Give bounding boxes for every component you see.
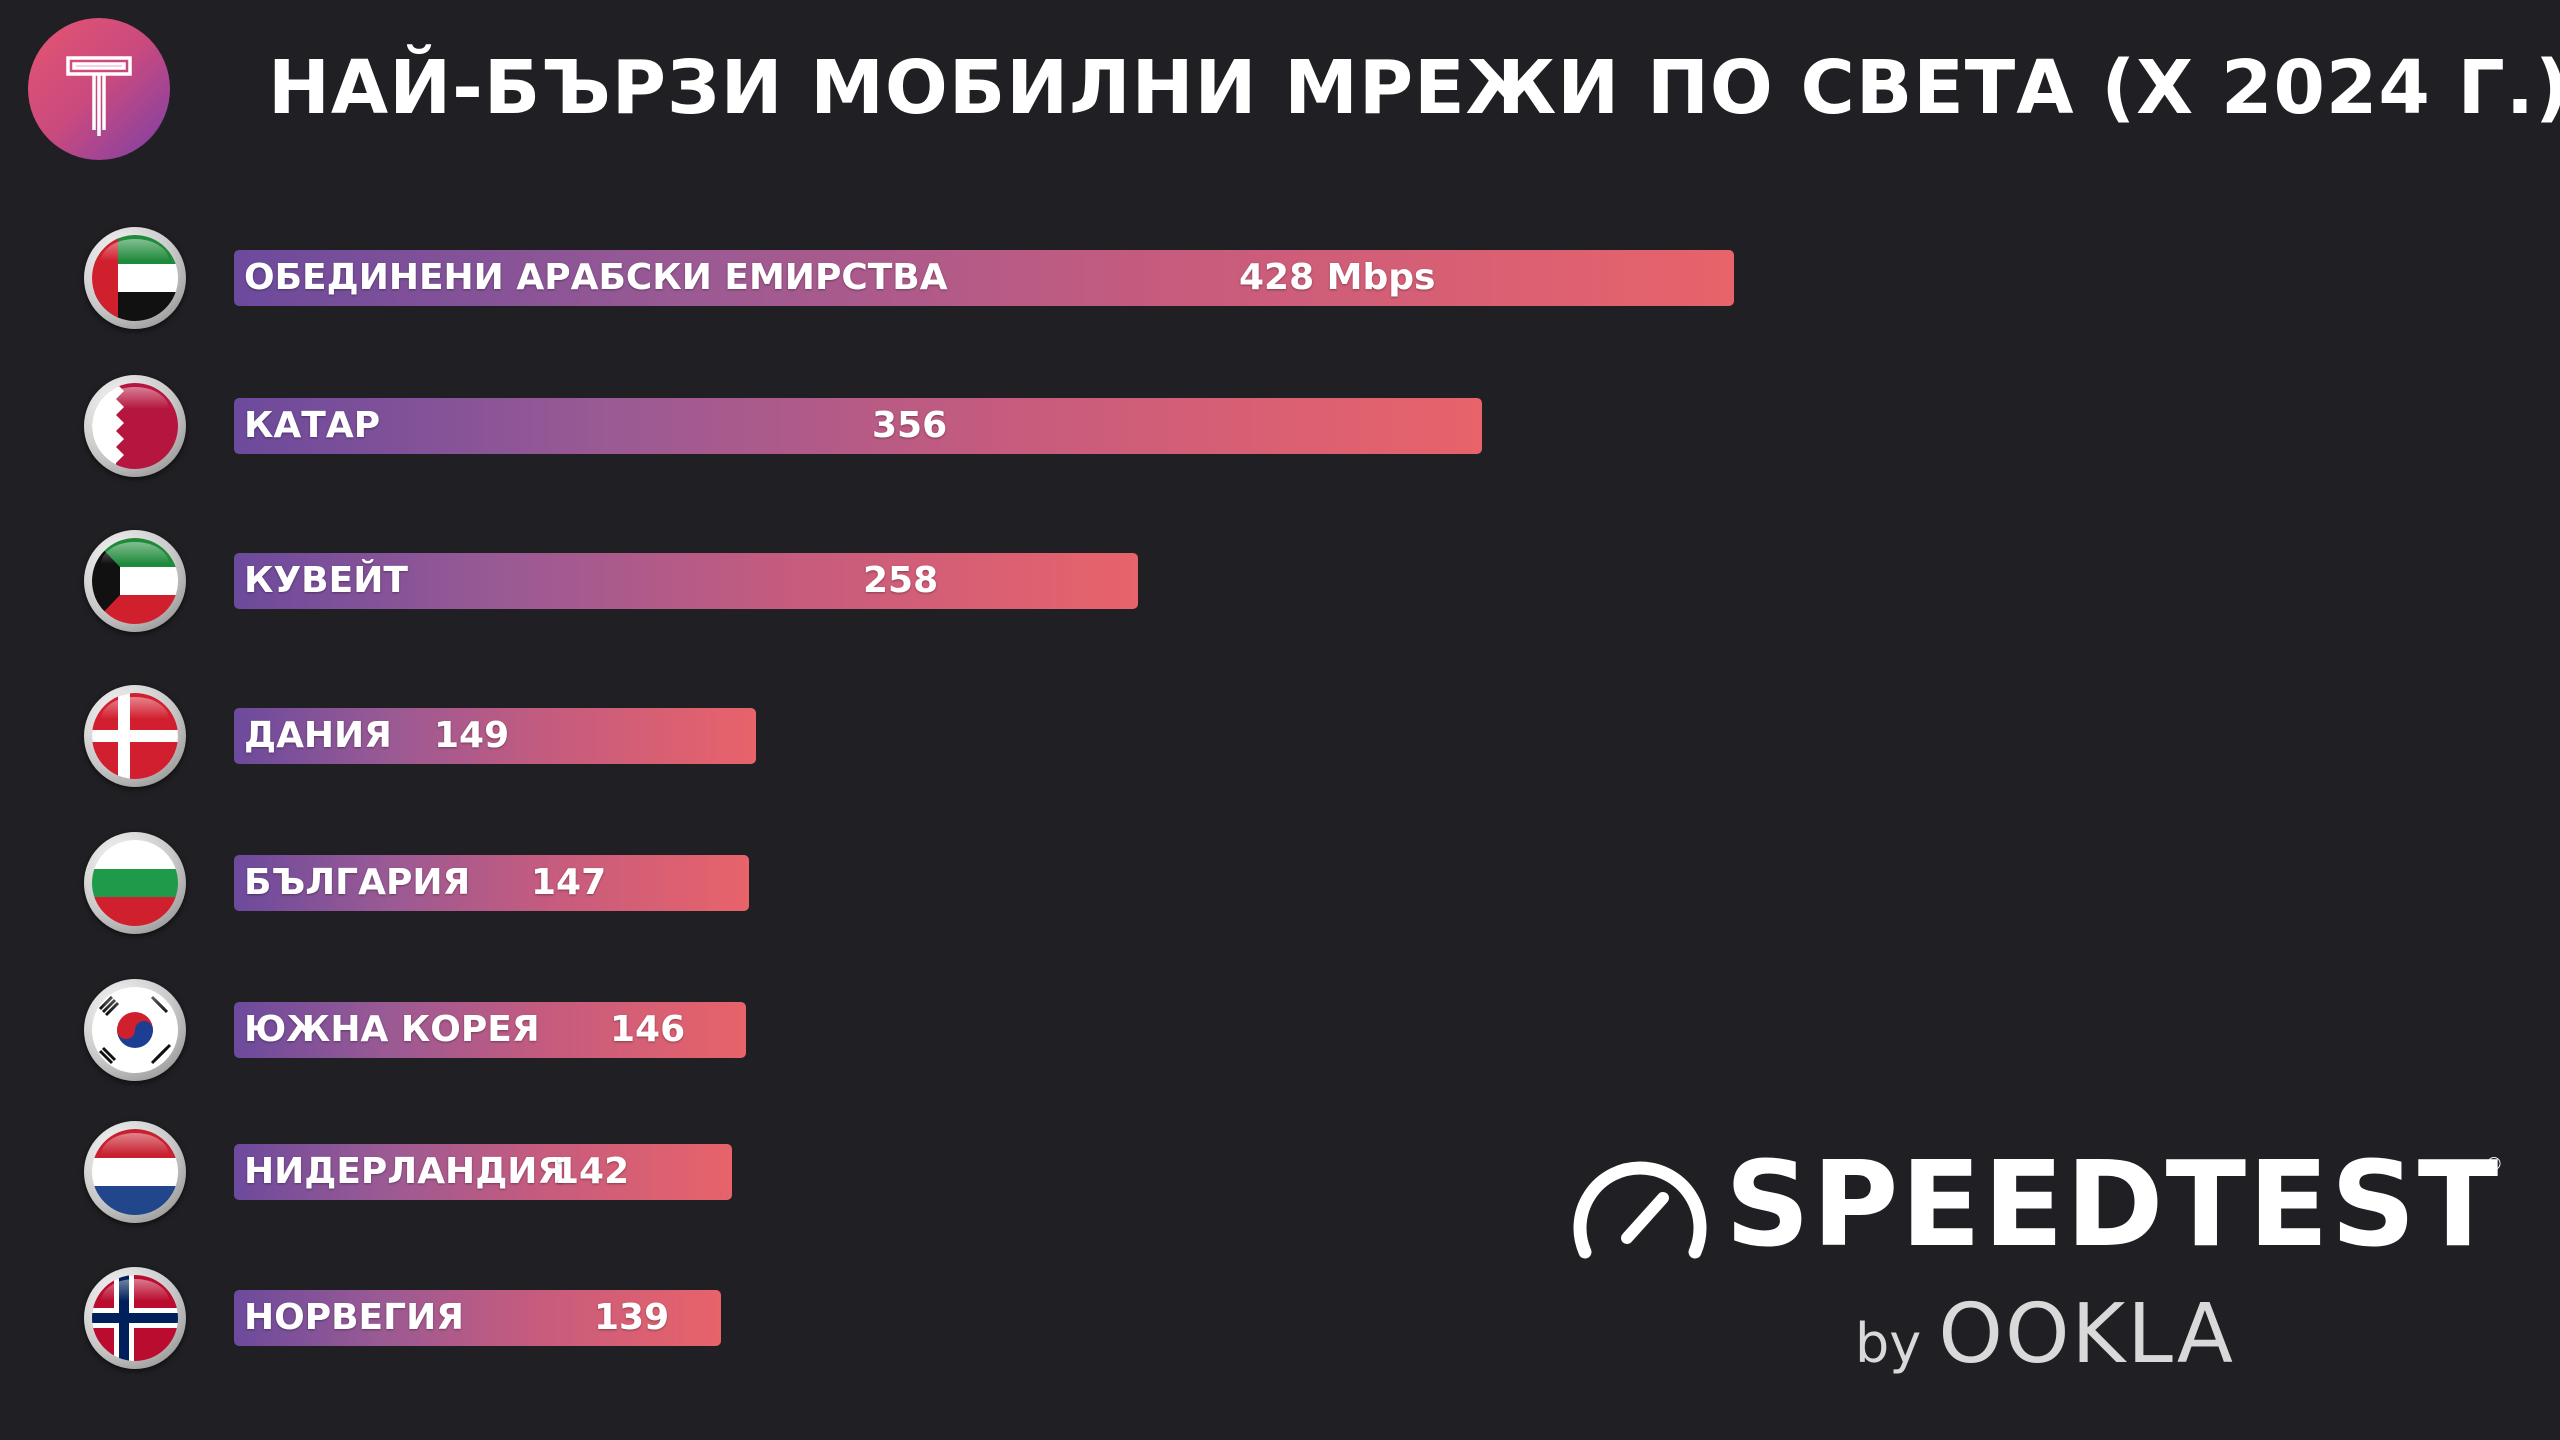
denmark-flag-icon — [92, 693, 178, 779]
flag-badge — [84, 1121, 186, 1223]
speedtest-logo: SPEEDTEST ® by OOKLA — [1565, 1135, 2515, 1390]
bar-row: ОБЕДИНЕНИ АРАБСКИ ЕМИРСТВА 428 Mbps — [0, 227, 1800, 329]
category-label: КАТАР — [244, 405, 381, 446]
south-korea-flag-icon — [92, 987, 178, 1073]
netherlands-flag-icon — [92, 1129, 178, 1215]
qatar-flag-icon — [92, 383, 178, 469]
bar-row: ДАНИЯ 149 — [0, 685, 1800, 787]
speedtest-wordmark: SPEEDTEST — [1725, 1135, 2501, 1273]
flag-badge — [84, 375, 186, 477]
norway-flag-icon — [92, 1275, 178, 1361]
category-label: ДАНИЯ — [244, 715, 392, 756]
bar: БЪЛГАРИЯ 147 — [234, 855, 749, 911]
t-logo-icon — [66, 56, 132, 136]
category-label: НИДЕРЛАНДИЯ — [244, 1151, 566, 1192]
bar-row: ЮЖНА КОРЕЯ 146 — [0, 979, 1800, 1081]
category-label: ЮЖНА КОРЕЯ — [244, 1009, 540, 1050]
value-label: 147 — [531, 862, 607, 903]
bar-row: НИДЕРЛАНДИЯ 142 — [0, 1121, 1800, 1223]
flag-badge — [84, 979, 186, 1081]
flag-badge — [84, 530, 186, 632]
bar: КУВЕЙТ 258 — [234, 553, 1138, 609]
category-label: БЪЛГАРИЯ — [244, 862, 471, 903]
value-label: 258 — [863, 560, 939, 601]
registered-mark: ® — [2485, 1154, 2503, 1175]
flag-badge — [84, 1267, 186, 1369]
value-label: 356 — [872, 405, 948, 446]
bar-row: БЪЛГАРИЯ 147 — [0, 832, 1800, 934]
bar-row: КАТАР 356 — [0, 375, 1800, 477]
uae-flag-icon — [92, 235, 178, 321]
ookla-byline: by OOKLA — [1855, 1287, 2235, 1382]
category-label: КУВЕЙТ — [244, 560, 408, 601]
bar: ЮЖНА КОРЕЯ 146 — [234, 1002, 746, 1058]
value-label: 146 — [610, 1009, 686, 1050]
ookla-wordmark: OOKLA — [1938, 1287, 2235, 1382]
bar: ДАНИЯ 149 — [234, 708, 756, 764]
bar-row: НОРВЕГИЯ 139 — [0, 1267, 1800, 1369]
bar: НОРВЕГИЯ 139 — [234, 1290, 721, 1346]
bar-row: КУВЕЙТ 258 — [0, 530, 1800, 632]
flag-badge — [84, 685, 186, 787]
kuwait-flag-icon — [92, 538, 178, 624]
bulgaria-flag-icon — [92, 840, 178, 926]
speedometer-icon — [1573, 1161, 1707, 1259]
chart-title: НАЙ-БЪРЗИ МОБИЛНИ МРЕЖИ ПО СВЕТА (X 2024… — [268, 45, 2560, 131]
brand-logo — [28, 18, 170, 160]
value-label: 428 Mbps — [1239, 257, 1436, 298]
bar: КАТАР 356 — [234, 398, 1482, 454]
value-label: 139 — [594, 1297, 670, 1338]
by-text: by — [1855, 1312, 1922, 1375]
flag-badge — [84, 832, 186, 934]
bar: ОБЕДИНЕНИ АРАБСКИ ЕМИРСТВА 428 Mbps — [234, 250, 1734, 306]
value-label: 149 — [434, 715, 510, 756]
category-label: ОБЕДИНЕНИ АРАБСКИ ЕМИРСТВА — [244, 257, 948, 298]
flag-badge — [84, 227, 186, 329]
value-label: 142 — [554, 1151, 630, 1192]
bar: НИДЕРЛАНДИЯ 142 — [234, 1144, 732, 1200]
category-label: НОРВЕГИЯ — [244, 1297, 464, 1338]
